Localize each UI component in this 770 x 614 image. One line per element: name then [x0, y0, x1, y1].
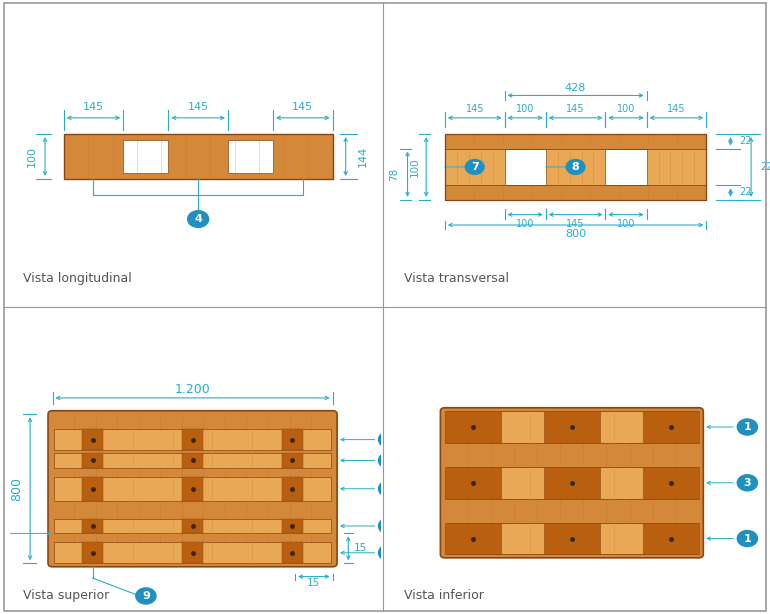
Bar	[445, 185, 706, 200]
Circle shape	[379, 453, 399, 468]
Text: 145: 145	[566, 104, 585, 114]
Text: 144: 144	[357, 146, 367, 167]
Bar	[445, 523, 500, 554]
Bar	[182, 542, 203, 563]
Bar	[55, 542, 331, 563]
Text: 145: 145	[566, 219, 585, 228]
Text: 7: 7	[470, 162, 479, 172]
Bar	[282, 477, 303, 500]
Bar	[282, 453, 303, 468]
FancyBboxPatch shape	[440, 408, 703, 558]
Text: 22: 22	[760, 162, 770, 172]
Text: 145: 145	[293, 103, 313, 112]
Text: Vista transversal: Vista transversal	[403, 271, 509, 284]
Circle shape	[465, 160, 484, 174]
Text: 428: 428	[565, 83, 586, 93]
Bar	[82, 542, 103, 563]
Text: 100: 100	[617, 219, 635, 228]
Text: 100: 100	[516, 104, 534, 114]
Bar	[82, 477, 103, 500]
Circle shape	[379, 518, 399, 534]
Bar	[82, 429, 103, 450]
Bar	[55, 518, 331, 534]
Bar	[182, 429, 203, 450]
Bar	[447, 523, 697, 554]
Bar	[64, 134, 333, 179]
Text: 145: 145	[83, 103, 104, 112]
Circle shape	[738, 475, 758, 491]
Bar	[544, 523, 600, 554]
Circle shape	[188, 211, 209, 227]
Bar	[643, 411, 699, 443]
Bar	[643, 523, 699, 554]
Text: Vista superior: Vista superior	[22, 589, 109, 602]
Circle shape	[738, 419, 758, 435]
Bar	[282, 542, 303, 563]
Text: 6: 6	[385, 456, 393, 465]
Bar	[544, 467, 600, 499]
Text: 15: 15	[354, 543, 367, 553]
Text: 100: 100	[410, 157, 420, 177]
Text: 10: 10	[0, 529, 4, 538]
Bar	[182, 453, 203, 468]
Bar	[55, 477, 331, 500]
Text: 800: 800	[565, 229, 586, 239]
Bar	[544, 411, 600, 443]
Bar	[64, 134, 333, 179]
Text: 100: 100	[516, 219, 534, 228]
Bar	[82, 518, 103, 534]
Circle shape	[738, 530, 758, 546]
Circle shape	[566, 160, 585, 174]
Bar	[123, 141, 169, 173]
Text: 4: 4	[194, 214, 202, 224]
Text: 22: 22	[739, 136, 752, 146]
Bar	[647, 149, 706, 185]
Circle shape	[379, 481, 399, 497]
Bar	[182, 477, 203, 500]
Text: 78: 78	[390, 168, 400, 181]
Text: 145: 145	[188, 103, 209, 112]
Bar	[228, 141, 273, 173]
Bar	[445, 134, 706, 200]
Bar	[282, 518, 303, 534]
Bar	[447, 467, 697, 499]
Text: 2: 2	[385, 435, 393, 445]
Bar	[447, 411, 697, 443]
Bar	[445, 149, 504, 185]
Text: 100: 100	[617, 104, 635, 114]
Bar	[546, 149, 605, 185]
Bar	[55, 453, 331, 468]
Text: 8: 8	[571, 162, 580, 172]
Text: 1: 1	[744, 422, 752, 432]
Text: 15: 15	[307, 578, 320, 588]
Text: 800: 800	[11, 476, 24, 501]
Text: Vista inferior: Vista inferior	[403, 589, 484, 602]
Bar	[282, 429, 303, 450]
Text: 3: 3	[744, 478, 752, 488]
Circle shape	[379, 432, 399, 448]
Bar	[643, 467, 699, 499]
Circle shape	[379, 545, 399, 561]
Text: 1: 1	[744, 534, 752, 543]
FancyBboxPatch shape	[48, 411, 337, 567]
Circle shape	[0, 526, 7, 542]
Bar	[445, 134, 706, 149]
Text: 145: 145	[667, 104, 686, 114]
Text: 6: 6	[385, 521, 393, 531]
Bar	[445, 411, 500, 443]
Text: 22: 22	[739, 187, 752, 198]
Bar	[82, 453, 103, 468]
Text: 9: 9	[142, 591, 150, 601]
Text: 2: 2	[385, 548, 393, 558]
Bar	[55, 429, 331, 450]
Bar	[182, 518, 203, 534]
Text: 145: 145	[465, 104, 484, 114]
Bar	[445, 467, 500, 499]
Text: 5: 5	[385, 484, 393, 494]
Circle shape	[136, 588, 156, 604]
Text: 1.200: 1.200	[175, 383, 210, 396]
Text: Vista longitudinal: Vista longitudinal	[22, 271, 132, 284]
Text: 100: 100	[27, 146, 37, 167]
